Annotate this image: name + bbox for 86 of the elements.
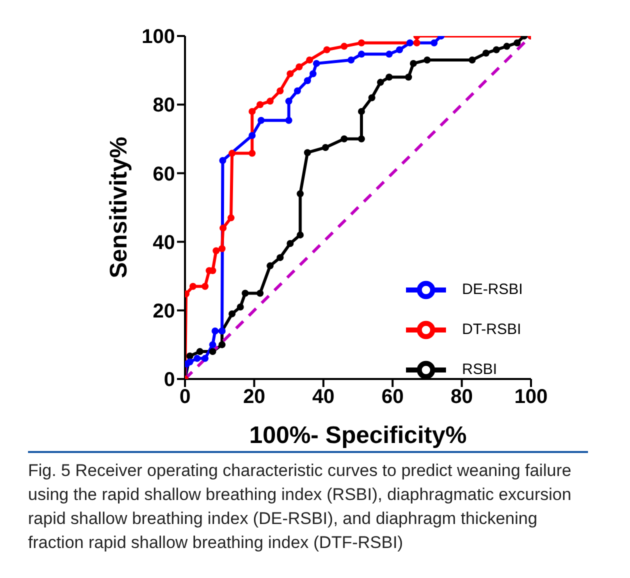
point [405,74,412,81]
point [322,144,329,151]
point [186,358,194,366]
y-tick-label: 40 [152,232,175,254]
point [410,60,417,67]
point [236,303,244,310]
point [219,157,226,164]
point [294,87,301,94]
point [220,224,227,232]
point [194,354,201,362]
point [186,352,194,360]
point [348,56,355,64]
point [209,348,216,356]
point [304,149,311,156]
point [228,214,235,222]
point [424,56,431,64]
point [286,70,294,78]
point [386,50,393,58]
point [386,74,393,81]
x-tick-label: 100 [514,386,548,408]
point [310,70,317,78]
point [189,282,196,290]
point [285,116,292,124]
point [413,39,420,46]
point [266,262,274,270]
point [212,327,219,334]
point [296,63,303,70]
y-tick-label: 80 [152,94,175,117]
point [406,39,414,46]
point [256,101,264,108]
point [202,282,209,290]
point [212,247,220,254]
x-tick-label: 0 [179,386,191,408]
point [202,354,209,362]
point [258,116,265,124]
point [323,46,330,54]
point [368,94,376,102]
y-tick-label: 60 [152,163,175,186]
point [482,50,490,57]
point [248,132,256,139]
legend-label: DE-RSBI [462,280,523,298]
point [312,60,320,67]
x-tick-label: 80 [450,386,473,408]
point [286,240,294,248]
point [376,78,384,86]
point [358,135,365,142]
point [358,108,365,115]
point [228,150,236,157]
x-axis-title: 100%- Specificity% [249,422,467,449]
point [285,98,292,105]
point [358,50,365,58]
point [503,42,510,50]
point [514,39,521,46]
legend-label: RSBI [462,360,498,378]
x-tick-label: 20 [243,386,266,408]
point [304,77,311,84]
point [228,310,236,318]
point [218,245,226,252]
point [340,42,348,50]
point [256,290,264,297]
point [248,150,256,157]
point [276,87,284,94]
y-tick-label: 100 [142,26,175,48]
point [396,46,404,54]
point [218,341,226,348]
y-tick-label: 0 [164,369,175,392]
point [276,254,284,262]
point [209,341,216,348]
x-tick-label: 60 [381,386,404,408]
y-axis-title: Sensitivity% [106,136,133,278]
point [430,39,438,46]
point [468,56,476,64]
point [296,231,304,238]
point [492,46,500,54]
point [248,108,256,115]
point [266,98,274,105]
y-tick-label: 20 [152,300,175,322]
legend-label: DT-RSBI [462,320,522,338]
point [306,56,314,64]
caption: Fig. 5 Receiver operating characteristic curves to predict weaning failure using the rapid shallow breathing index (RSBI), diaphragmatic excursion rapid shallow breathing index (DE-RSBI), and diaphragm thickening fraction rapid shallow breathing index (DTF-RSBI) [28,460,572,554]
point [196,348,204,356]
point [340,135,348,142]
x-tick-label: 40 [312,386,335,408]
point [296,190,304,198]
point [358,39,365,46]
point [242,290,249,297]
